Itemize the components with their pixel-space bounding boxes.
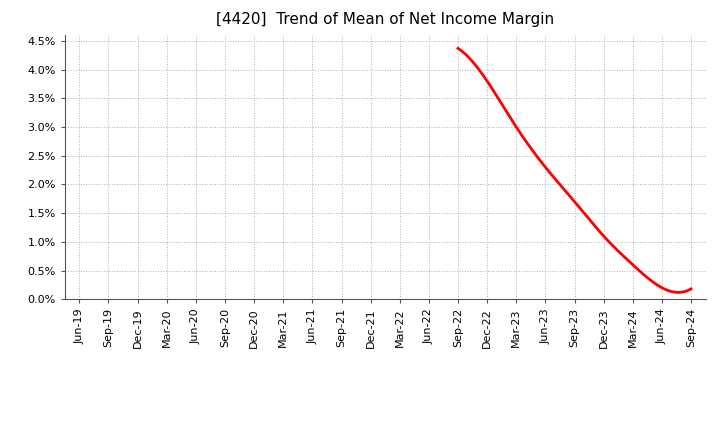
Title: [4420]  Trend of Mean of Net Income Margin: [4420] Trend of Mean of Net Income Margi… xyxy=(216,12,554,27)
Line: 3 Years: 3 Years xyxy=(458,48,691,293)
3 Years xyxy=(596,230,605,235)
3 Years xyxy=(687,286,696,292)
3 Years xyxy=(650,280,659,286)
3 Years xyxy=(454,46,463,51)
3 Years xyxy=(593,226,601,231)
3 Years xyxy=(674,290,683,295)
3 Years xyxy=(454,46,462,51)
3 Years xyxy=(592,225,600,230)
3 Years xyxy=(665,288,673,293)
